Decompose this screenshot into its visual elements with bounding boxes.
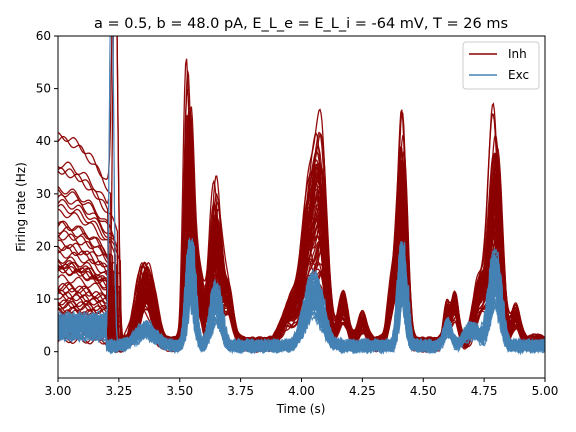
x-tick-label: 3.00	[45, 384, 72, 398]
chart-title: a = 0.5, b = 48.0 pA, E_L_e = E_L_i = -6…	[94, 16, 508, 32]
y-axis-label: Firing rate (Hz)	[14, 162, 28, 252]
plot-area	[58, 36, 545, 356]
y-tick-label: 20	[36, 239, 51, 253]
legend-inh-label: Inh	[508, 47, 527, 61]
legend-exc-label: Exc	[508, 68, 529, 82]
x-tick-label: 4.50	[410, 384, 437, 398]
x-axis: 3.00 3.25 3.50 3.75 4.00 4.25 4.50 4.75 5.00	[45, 378, 559, 398]
y-tick-label: 50	[36, 82, 51, 96]
y-axis: 0 10 20 30 40 50 60	[36, 29, 58, 359]
x-axis-label: Time (s)	[276, 402, 326, 416]
x-tick-label: 3.50	[166, 384, 193, 398]
y-tick-label: 60	[36, 29, 51, 43]
x-tick-label: 4.75	[471, 384, 498, 398]
y-tick-label: 30	[36, 187, 51, 201]
x-tick-label: 5.00	[532, 384, 559, 398]
x-tick-label: 3.75	[227, 384, 254, 398]
x-tick-label: 4.00	[288, 384, 315, 398]
y-tick-label: 40	[36, 134, 51, 148]
legend: Inh Exc	[462, 41, 540, 90]
y-tick-label: 0	[43, 345, 51, 359]
exc-trace	[58, 255, 545, 355]
x-tick-label: 4.25	[349, 384, 376, 398]
x-tick-label: 3.25	[106, 384, 133, 398]
y-tick-label: 10	[36, 292, 51, 306]
exc-trace	[58, 293, 545, 351]
